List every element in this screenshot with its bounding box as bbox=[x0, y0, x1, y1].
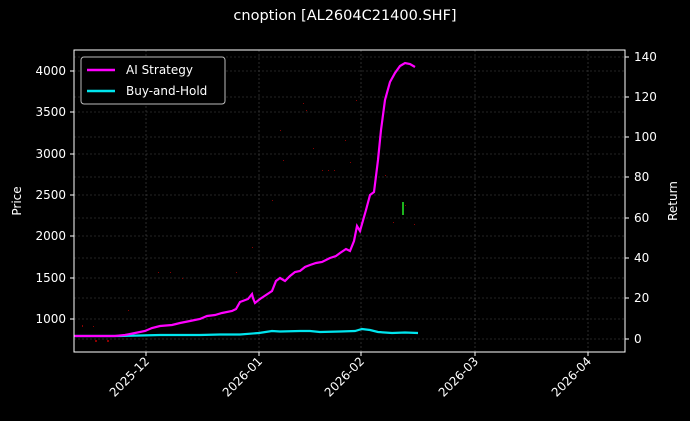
legend-label-buy-and-hold: Buy-and-Hold bbox=[126, 84, 207, 98]
left-tick: 2000 bbox=[35, 229, 66, 243]
x-tick: 2026-01 bbox=[220, 354, 265, 399]
right-tick: 0 bbox=[634, 332, 642, 346]
left-axis bbox=[70, 70, 74, 320]
right-tick: 40 bbox=[634, 251, 649, 265]
x-tick: 2026-03 bbox=[436, 354, 481, 399]
x-tick: 2026-04 bbox=[549, 354, 594, 399]
right-axis bbox=[625, 56, 629, 340]
x-axis bbox=[145, 352, 589, 356]
right-tick: 60 bbox=[634, 211, 649, 225]
x-tick: 2025-12 bbox=[107, 354, 152, 399]
ai-strategy-line bbox=[74, 61, 416, 338]
right-tick: 80 bbox=[634, 170, 649, 184]
left-tick: 3000 bbox=[35, 147, 66, 161]
left-tick: 1000 bbox=[35, 312, 66, 326]
right-tick: 20 bbox=[634, 291, 649, 305]
x-tick: 2026-02 bbox=[322, 354, 367, 399]
left-tick: 2500 bbox=[35, 188, 66, 202]
right-axis-label: Return bbox=[666, 181, 680, 221]
chart-title: cnoption [AL2604C21400.SHF] bbox=[233, 8, 457, 24]
plot-frame bbox=[73, 49, 626, 353]
green-marker bbox=[402, 202, 404, 215]
left-tick: 1500 bbox=[35, 271, 66, 285]
legend: AI Strategy Buy-and-Hold bbox=[80, 56, 226, 105]
right-tick: 100 bbox=[634, 130, 657, 144]
left-tick: 3500 bbox=[35, 105, 66, 119]
left-axis-label: Price bbox=[10, 186, 24, 215]
price-markers bbox=[82, 100, 415, 342]
right-tick: 140 bbox=[634, 50, 657, 64]
right-tick: 120 bbox=[634, 90, 657, 104]
left-tick: 4000 bbox=[35, 64, 66, 78]
buy-and-hold-line bbox=[74, 327, 419, 338]
legend-label-ai-strategy: AI Strategy bbox=[126, 63, 193, 77]
